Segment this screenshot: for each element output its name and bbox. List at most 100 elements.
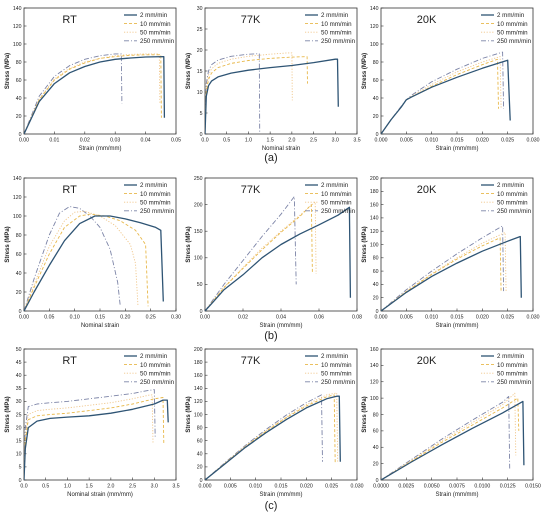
- series-line: [24, 394, 154, 480]
- y-tick-label: 100: [370, 42, 379, 48]
- x-tick-label: 0.005: [400, 315, 413, 321]
- series-line: [381, 51, 505, 134]
- y-tick-label: 45: [16, 360, 22, 366]
- y-axis-label: Stress (MPa): [5, 53, 11, 89]
- x-tick-label: 2.0: [107, 484, 114, 490]
- x-tick-label: 3.5: [353, 138, 360, 144]
- series-line: [24, 55, 166, 134]
- y-tick-label: 30: [197, 6, 203, 12]
- series-line: [24, 210, 139, 311]
- y-tick-label: 5: [19, 465, 22, 471]
- y-tick-label: 40: [16, 373, 22, 379]
- row-label-b: (b): [264, 330, 277, 342]
- y-tick-label: 30: [16, 399, 22, 405]
- x-tick-label: 0.05: [44, 315, 54, 321]
- series-line: [381, 237, 502, 311]
- x-tick-label: 3.0: [332, 138, 339, 144]
- series-line: [24, 215, 164, 311]
- x-tick-label: 0.03: [110, 138, 120, 144]
- x-tick-label: 0.015: [451, 315, 464, 321]
- x-tick-label: 3.0: [151, 484, 158, 490]
- legend-label: 10 mm/min: [497, 362, 528, 369]
- x-tick-label: 2.5: [129, 484, 136, 490]
- legend-label: 250 mm/min: [321, 38, 356, 45]
- x-tick-label: 0.0075: [449, 484, 465, 490]
- y-tick-label: 120: [13, 24, 22, 30]
- y-tick-label: 40: [373, 282, 379, 288]
- x-tick-label: 0.0150: [525, 484, 541, 490]
- x-tick-label: 0.02: [80, 138, 90, 144]
- chart-panel-a-RT: 0.00 0.01 0.02 0.03 0.04 0.05 0 20 40 60 80 100 120 1…: [5, 6, 181, 152]
- row-label-a: (a): [264, 152, 277, 164]
- y-axis-label: Stress (MPa): [186, 226, 192, 262]
- panel-title: 20K: [417, 14, 437, 26]
- y-tick-label: 140: [194, 386, 203, 392]
- series-line: [205, 196, 297, 311]
- y-tick-label: 100: [370, 242, 379, 248]
- series-line: [24, 53, 161, 134]
- legend-label: 50 mm/min: [497, 199, 528, 206]
- series-line: [205, 201, 317, 311]
- y-tick-label: 40: [197, 452, 203, 458]
- panel-title: 77K: [241, 355, 261, 367]
- x-tick-label: 0.010: [425, 315, 438, 321]
- y-tick-label: 60: [373, 269, 379, 275]
- x-tick-label: 0.030: [527, 315, 540, 321]
- y-tick-label: 200: [194, 347, 203, 353]
- y-tick-label: 10: [197, 90, 203, 96]
- chart-panel-c-RT: 0.0 0.5 1.0 1.5 2.0 2.5 3.0 3.5 0 5 10 15 20 25 30 35 40…: [5, 347, 180, 498]
- x-tick-label: 0.010: [249, 484, 262, 490]
- legend-label: 250 mm/min: [140, 208, 175, 215]
- legend-label: 250 mm/min: [321, 208, 356, 215]
- legend-label: 50 mm/min: [321, 370, 352, 377]
- chart-panel-a-20K: 0.000 0.005 0.010 0.015 0.020 0.025 0.030 0 20 40…: [362, 6, 540, 152]
- y-tick-label: 50: [197, 282, 203, 288]
- x-tick-label: 0.000: [375, 315, 388, 321]
- y-tick-label: 80: [197, 425, 203, 431]
- x-axis-label: Nominal strain: [81, 323, 119, 329]
- legend-label: 10 mm/min: [140, 21, 171, 28]
- y-tick-label: 60: [373, 429, 379, 435]
- legend-label: 10 mm/min: [321, 191, 352, 198]
- series-line: [205, 392, 339, 480]
- y-axis-label: Stress (MPa): [5, 396, 11, 432]
- x-tick-label: 0.0050: [424, 484, 440, 490]
- panel-title: 20K: [417, 184, 437, 196]
- y-tick-label: 0: [376, 309, 379, 315]
- x-tick-label: 1.5: [267, 138, 274, 144]
- series-line: [381, 235, 522, 311]
- y-tick-label: 120: [370, 24, 379, 30]
- legend-label: 2 mm/min: [140, 182, 168, 189]
- y-tick-label: 180: [370, 189, 379, 195]
- legend-label: 250 mm/min: [497, 208, 532, 215]
- legend-label: 50 mm/min: [140, 199, 171, 206]
- y-axis-label: Stress (MPa): [5, 226, 11, 262]
- y-tick-label: 80: [373, 256, 379, 262]
- y-tick-label: 120: [370, 380, 379, 386]
- chart-panel-a-77K: 0.0 0.5 1.0 1.5 2.0 2.5 3.0 3.5 0 5 10 15 20 25 30 Nomi…: [186, 6, 361, 152]
- series-line: [381, 232, 507, 311]
- series-line: [381, 392, 517, 480]
- y-axis-label: Stress (MPa): [362, 226, 368, 262]
- x-tick-label: 0.015: [275, 484, 288, 490]
- y-tick-label: 20: [16, 114, 22, 120]
- y-tick-label: 40: [16, 271, 22, 277]
- y-tick-label: 100: [194, 412, 203, 418]
- y-tick-label: 0: [19, 132, 22, 138]
- legend-label: 250 mm/min: [497, 38, 532, 45]
- series-line: [205, 394, 336, 480]
- x-tick-label: 0.5: [223, 138, 230, 144]
- x-axis-label: Nominal strain: [262, 146, 300, 152]
- y-axis-label: Stress (MPa): [362, 53, 368, 89]
- y-tick-label: 120: [194, 399, 203, 405]
- legend-label: 50 mm/min: [140, 370, 171, 377]
- x-tick-label: 0.25: [146, 315, 156, 321]
- y-tick-label: 160: [370, 202, 379, 208]
- x-tick-label: 0.00: [200, 315, 210, 321]
- legend-label: 10 mm/min: [321, 362, 352, 369]
- y-tick-label: 0: [19, 478, 22, 484]
- x-tick-label: 0.04: [276, 315, 286, 321]
